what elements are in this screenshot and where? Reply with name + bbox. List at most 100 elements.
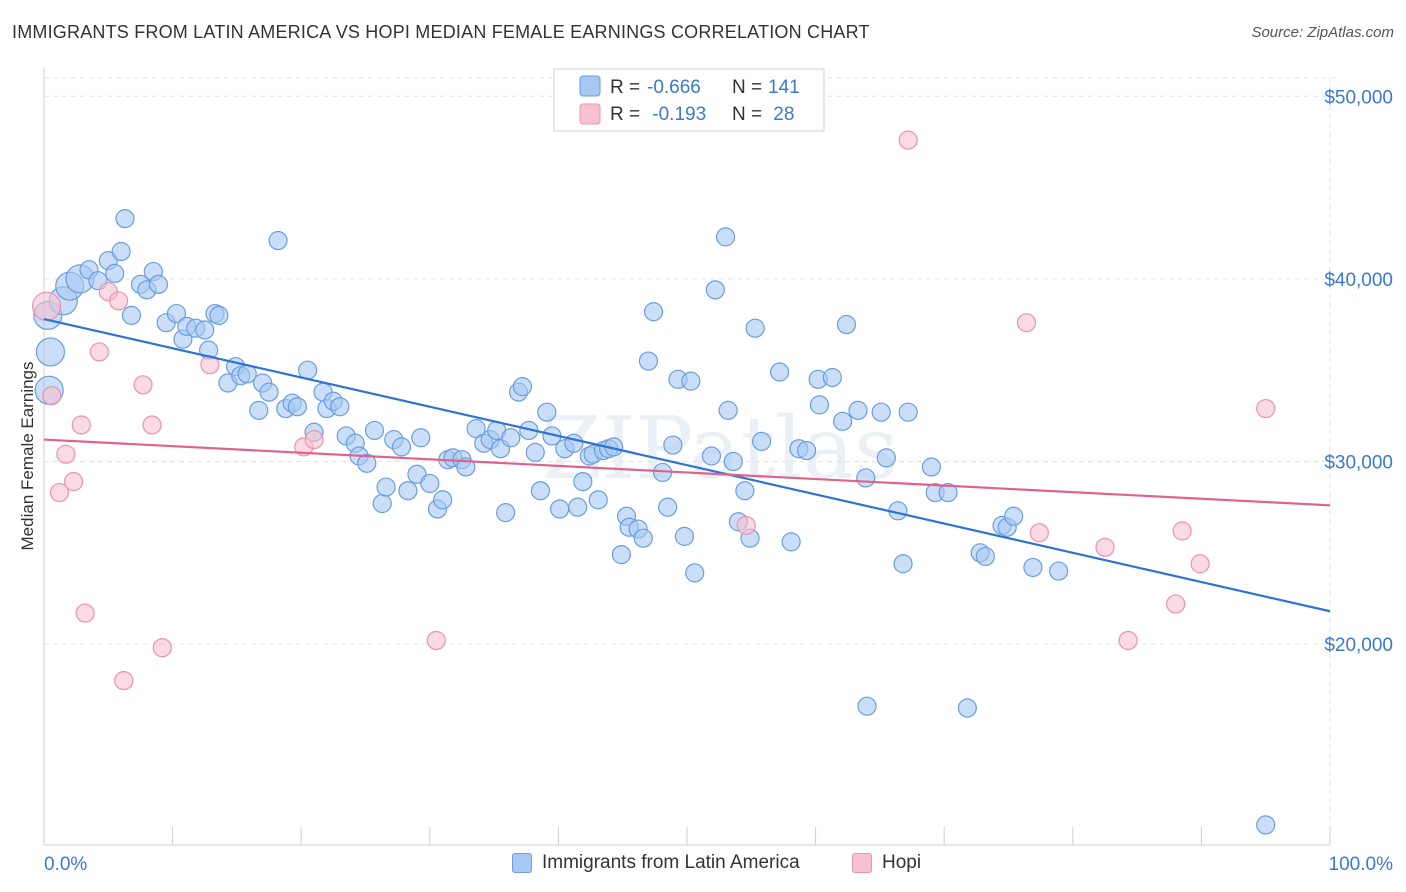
hopi-point — [71, 415, 91, 435]
y-tick-label: $50,000 — [1324, 87, 1393, 108]
latin-america-point — [35, 337, 66, 367]
latin-america-point — [638, 351, 659, 371]
hopi-point — [56, 444, 76, 464]
data-points — [31, 130, 1276, 835]
latin-america-point — [195, 320, 215, 340]
hopi-point — [1016, 313, 1037, 333]
latin-america-point — [411, 428, 431, 448]
latin-america-point — [249, 400, 269, 420]
hopi-point — [49, 482, 70, 503]
legend-label-latin-america: Immigrants from Latin America — [542, 852, 800, 873]
latin-america-point — [723, 451, 743, 472]
x-tick-label-max: 100.0% — [1329, 854, 1394, 875]
hopi-point — [133, 375, 153, 395]
y-axis-label: Median Female Earnings — [18, 362, 37, 551]
latin-america-point — [611, 545, 632, 565]
latin-america-point — [681, 371, 701, 391]
latin-america-point — [718, 400, 738, 420]
latin-america-point — [898, 402, 918, 422]
hopi-point — [63, 471, 84, 492]
hopi-point — [1118, 630, 1138, 651]
chart-source: Source: ZipAtlas.com — [1251, 24, 1394, 41]
axis-labels: $20,000 $30,000 $40,000 $50,000 0.0% 100.0% Me… — [18, 87, 1393, 875]
latin-america-point — [643, 302, 664, 322]
legend-item-hopi: Hopi — [852, 852, 921, 874]
latin-america-point — [658, 497, 678, 517]
legend-n-value-2: 28 — [768, 104, 794, 125]
latin-america-point — [357, 453, 377, 473]
hopi-point — [31, 291, 62, 321]
latin-america-point — [568, 497, 588, 517]
latin-america-point — [372, 493, 392, 514]
latin-america-point — [530, 481, 550, 501]
legend-n-value-1: 141 — [768, 77, 800, 98]
latin-america-point — [268, 230, 288, 251]
y-tick-label: $20,000 — [1324, 635, 1393, 656]
legend-n-label-1: N = — [732, 77, 762, 98]
latin-america-point — [525, 442, 545, 462]
latin-america-point — [938, 482, 958, 503]
latin-america-point — [573, 471, 593, 492]
latin-america-point — [857, 696, 877, 716]
latin-america-point — [588, 490, 608, 510]
latin-america-point — [745, 318, 765, 338]
latin-america-point — [975, 546, 995, 567]
hopi-point — [304, 429, 324, 450]
trend-lines — [43, 317, 1331, 613]
latin-america-point — [735, 481, 755, 501]
latin-america-point — [1049, 561, 1069, 581]
axes — [43, 68, 1331, 846]
latin-america-point — [121, 305, 142, 326]
latin-america-point — [856, 468, 876, 488]
hopi-point — [75, 603, 95, 623]
latin-america-point — [550, 499, 570, 519]
latin-america-point — [957, 698, 977, 718]
latin-america-point — [148, 274, 169, 294]
latin-america-point — [705, 280, 725, 300]
latin-america-point — [398, 481, 418, 501]
chart-title: IMMIGRANTS FROM LATIN AMERICA VS HOPI ME… — [12, 22, 870, 42]
hopi-point — [142, 415, 162, 435]
latin-america-point — [391, 437, 412, 457]
hopi-point — [1166, 594, 1186, 614]
latin-america-point — [433, 490, 453, 510]
legend-r-value-2: -0.193 — [647, 104, 706, 125]
latin-america-point — [287, 397, 307, 417]
latin-america-point — [420, 473, 440, 494]
latin-america-point — [715, 227, 736, 247]
legend-swatch-latin-america — [512, 853, 532, 873]
hopi-point — [42, 386, 62, 406]
hopi-point — [89, 342, 109, 362]
latin-america-point — [848, 400, 868, 420]
latin-america-point — [876, 448, 896, 468]
latin-america-point — [701, 446, 722, 466]
legend-n-label-2: N = — [732, 104, 762, 125]
latin-america-point — [259, 382, 279, 402]
latin-america-point — [921, 457, 941, 477]
latin-america-point — [166, 303, 187, 324]
hopi-point — [1029, 523, 1049, 543]
hopi-point — [1172, 521, 1192, 541]
latin-america-point — [674, 526, 695, 546]
legend-r-value-1: -0.666 — [647, 77, 701, 98]
legend-r-label-2: R = — [610, 104, 640, 125]
legend-swatch-blue — [579, 75, 601, 97]
hopi-point — [1190, 554, 1210, 574]
hopi-point — [1256, 398, 1276, 419]
latin-america-point — [496, 503, 516, 523]
bottom-legend: Immigrants from Latin America Hopi — [0, 852, 1406, 878]
latin-america-point — [871, 402, 891, 422]
latin-america-point — [751, 431, 772, 452]
latin-america-point — [105, 263, 125, 284]
hopi-trend-line — [43, 438, 1331, 507]
latin-america-point — [111, 241, 131, 262]
hopi-point — [114, 671, 134, 691]
hopi-point — [152, 638, 172, 658]
latin-america-trend-line — [43, 317, 1331, 613]
latin-america-point — [836, 314, 857, 335]
legend-r-label-1: R = — [610, 77, 640, 98]
latin-america-point — [209, 305, 229, 326]
legend-swatch-pink — [579, 103, 601, 125]
legend-label-hopi: Hopi — [882, 852, 922, 873]
